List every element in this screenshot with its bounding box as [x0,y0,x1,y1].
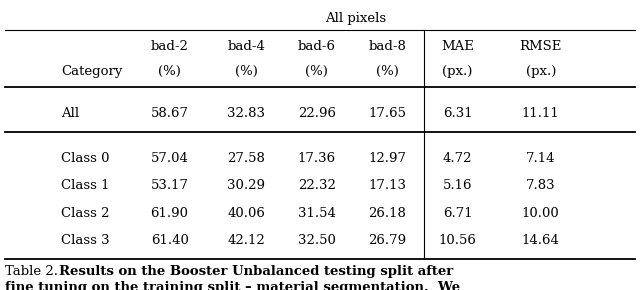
Text: 12.97: 12.97 [368,152,406,164]
Text: 17.13: 17.13 [368,179,406,192]
Text: 61.90: 61.90 [150,207,189,220]
Text: 31.54: 31.54 [298,207,336,220]
Text: 32.83: 32.83 [227,107,266,119]
Text: (%): (%) [305,65,328,77]
Text: RMSE: RMSE [520,40,562,53]
Text: 30.29: 30.29 [227,179,266,192]
Text: 10.00: 10.00 [522,207,559,220]
Text: 6.71: 6.71 [443,207,472,220]
Text: 17.65: 17.65 [368,107,406,119]
Text: 6.31: 6.31 [443,107,472,119]
Text: Category: Category [61,65,122,77]
Text: (%): (%) [376,65,399,77]
Text: 57.04: 57.04 [150,152,189,164]
Text: bad-2: bad-2 [150,40,189,53]
Text: Class 1: Class 1 [61,179,109,192]
Text: 4.72: 4.72 [443,152,472,164]
Text: bad-8: bad-8 [368,40,406,53]
Text: bad-4: bad-4 [227,40,266,53]
Text: (%): (%) [235,65,258,77]
Text: Table 2.: Table 2. [5,265,58,278]
Text: 53.17: 53.17 [150,179,189,192]
Text: (%): (%) [158,65,181,77]
Text: (px.): (px.) [442,65,473,77]
Text: 10.56: 10.56 [438,234,477,247]
Text: 27.58: 27.58 [227,152,266,164]
Text: 32.50: 32.50 [298,234,336,247]
Text: 40.06: 40.06 [227,207,266,220]
Text: 61.40: 61.40 [150,234,189,247]
Text: fine tuning on the training split – material segmentation.  We: fine tuning on the training split – mate… [5,281,460,290]
Text: 42.12: 42.12 [228,234,265,247]
Text: 7.83: 7.83 [526,179,556,192]
Text: 26.18: 26.18 [368,207,406,220]
Text: 11.11: 11.11 [522,107,559,119]
Text: 17.36: 17.36 [298,152,336,164]
Text: Class 3: Class 3 [61,234,109,247]
Text: All pixels: All pixels [324,12,386,25]
Text: Class 2: Class 2 [61,207,109,220]
Text: 22.32: 22.32 [298,179,336,192]
Text: All: All [61,107,79,119]
Text: MAE: MAE [441,40,474,53]
Text: 58.67: 58.67 [150,107,189,119]
Text: 7.14: 7.14 [526,152,556,164]
Text: Class 0: Class 0 [61,152,109,164]
Text: bad-6: bad-6 [298,40,336,53]
Text: 5.16: 5.16 [443,179,472,192]
Text: 14.64: 14.64 [522,234,560,247]
Text: 22.96: 22.96 [298,107,336,119]
Text: (px.): (px.) [525,65,556,77]
Text: 26.79: 26.79 [368,234,406,247]
Text: Results on the Booster Unbalanced testing split after: Results on the Booster Unbalanced testin… [59,265,453,278]
